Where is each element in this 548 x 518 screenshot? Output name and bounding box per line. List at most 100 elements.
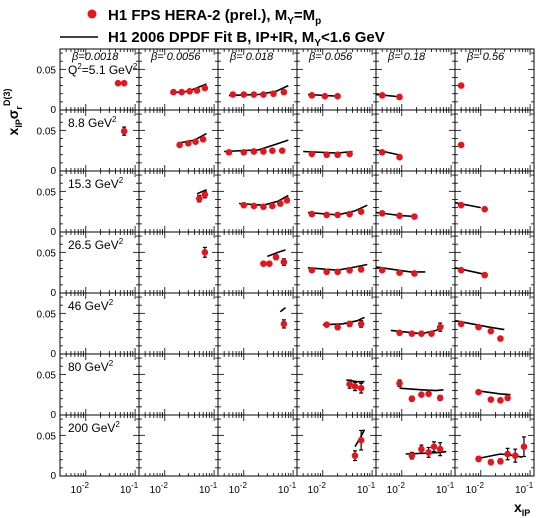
panel-content bbox=[454, 201, 488, 213]
data-point bbox=[185, 140, 192, 147]
panel-frame bbox=[138, 353, 219, 416]
data-point bbox=[240, 201, 248, 209]
data-point bbox=[269, 202, 276, 210]
data-point bbox=[487, 396, 495, 403]
data-point bbox=[199, 135, 207, 143]
q2-label: 8.8 GeV2 bbox=[68, 115, 117, 130]
data-point bbox=[418, 330, 425, 337]
data-point bbox=[475, 323, 482, 331]
data-point bbox=[357, 384, 365, 392]
data-point bbox=[260, 260, 267, 268]
fit-curve bbox=[279, 306, 286, 313]
x-tick-label: 10-2 bbox=[466, 481, 485, 496]
data-point bbox=[225, 148, 233, 156]
panel-frame bbox=[138, 414, 219, 477]
data-point bbox=[120, 127, 128, 135]
y-tick-label: 0.05 bbox=[37, 309, 57, 320]
data-point bbox=[250, 202, 258, 210]
data-point bbox=[201, 84, 209, 92]
data-point bbox=[114, 79, 122, 87]
x-tick-label: 10-2 bbox=[150, 481, 169, 496]
panel-frame bbox=[375, 414, 456, 477]
data-point bbox=[280, 88, 288, 96]
data-point bbox=[481, 271, 488, 279]
data-point bbox=[378, 148, 386, 156]
data-point bbox=[425, 449, 432, 456]
data-point bbox=[475, 455, 482, 463]
fit-curve bbox=[375, 266, 426, 273]
q2-label: 80 GeV2 bbox=[68, 359, 114, 374]
x-tick-label: 10-2 bbox=[308, 481, 327, 496]
data-point bbox=[436, 445, 444, 453]
panel-content bbox=[454, 319, 505, 342]
data-point bbox=[436, 323, 444, 331]
beta-label: β= 0.18 bbox=[387, 51, 426, 63]
y-tick-label: 0 bbox=[50, 227, 56, 238]
beta-label: β=0.0018 bbox=[71, 51, 119, 63]
data-point bbox=[475, 388, 482, 396]
data-point bbox=[250, 91, 258, 98]
panel-content bbox=[457, 82, 465, 89]
y-tick-label: 0.05 bbox=[37, 65, 57, 76]
data-point bbox=[346, 266, 353, 274]
y-axis-title: xIPσrD(3) bbox=[2, 89, 24, 136]
panel-content bbox=[375, 266, 426, 277]
beta-label: β= 0.0056 bbox=[150, 51, 201, 63]
panel-content bbox=[279, 306, 288, 329]
x-tick-label: 10-1 bbox=[278, 481, 297, 496]
data-point bbox=[457, 201, 465, 209]
data-point bbox=[497, 397, 504, 404]
data-point bbox=[396, 269, 403, 276]
data-point bbox=[120, 79, 128, 87]
legend: H1 FPS HERA-2 (prel.), MY=Mp H1 2006 DPD… bbox=[60, 7, 385, 49]
data-point bbox=[193, 87, 201, 94]
panel-frame bbox=[454, 170, 535, 233]
data-point bbox=[497, 458, 504, 465]
y-tick-label: 0 bbox=[50, 288, 56, 299]
y-tick-label: 0 bbox=[50, 471, 56, 482]
panel-content bbox=[307, 92, 341, 100]
data-point bbox=[396, 93, 403, 101]
data-point bbox=[201, 249, 209, 256]
x-tick-label: 10-2 bbox=[229, 481, 248, 496]
data-point bbox=[323, 151, 330, 159]
panel-frame bbox=[296, 109, 377, 172]
q2-label: Q2=5.1 GeV2 bbox=[68, 62, 138, 77]
data-point bbox=[351, 383, 359, 390]
panel-content bbox=[307, 263, 368, 276]
data-point bbox=[457, 320, 465, 328]
beta-label: β= 0.018 bbox=[229, 51, 274, 63]
x-tick-label: 10-1 bbox=[120, 481, 139, 496]
data-point bbox=[436, 394, 444, 402]
y-tick-label: 0 bbox=[50, 105, 56, 116]
data-point bbox=[497, 335, 504, 342]
q2-label: 15.3 GeV2 bbox=[68, 176, 124, 191]
panel-frame bbox=[138, 170, 219, 233]
data-point bbox=[280, 258, 288, 266]
data-point bbox=[260, 203, 267, 211]
panel-content bbox=[176, 132, 207, 149]
data-point bbox=[357, 320, 365, 328]
fit-curve bbox=[228, 84, 289, 97]
data-point bbox=[457, 82, 465, 89]
data-point bbox=[240, 91, 248, 98]
data-point bbox=[378, 266, 386, 274]
data-point bbox=[323, 268, 330, 276]
data-point bbox=[346, 210, 353, 218]
fit-curve bbox=[454, 319, 505, 331]
data-point bbox=[357, 436, 365, 444]
y-tick-label: 0.05 bbox=[37, 431, 57, 442]
data-point bbox=[481, 205, 488, 213]
x-tick-label: 10-1 bbox=[357, 481, 376, 496]
panel-frame bbox=[217, 414, 298, 477]
data-point bbox=[170, 88, 177, 96]
x-tick-label: 10-1 bbox=[199, 481, 218, 496]
y-tick-label: 0 bbox=[50, 349, 56, 360]
data-point bbox=[334, 151, 341, 159]
data-point bbox=[266, 260, 273, 268]
panel-content bbox=[303, 150, 353, 159]
panel-frame bbox=[454, 414, 535, 477]
data-point bbox=[378, 92, 386, 99]
data-point bbox=[308, 210, 316, 218]
